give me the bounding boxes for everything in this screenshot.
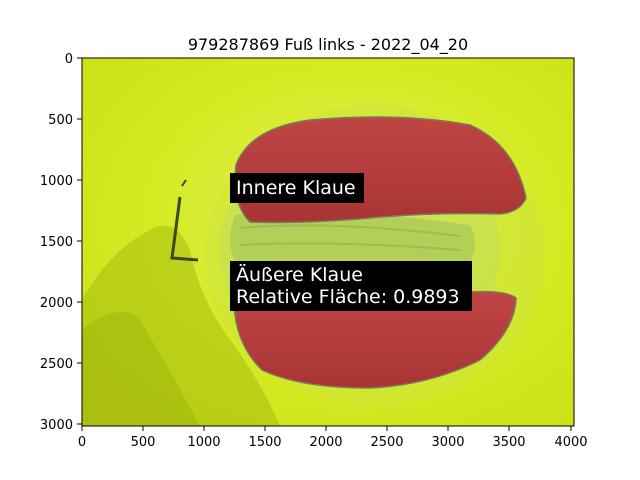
y-tick-label: 2000 bbox=[40, 296, 73, 311]
x-tick-label: 2500 bbox=[370, 435, 403, 450]
y-tick-label: 1500 bbox=[40, 235, 73, 250]
y-tick-label: 3000 bbox=[40, 418, 73, 433]
outer-claw-label: Äußere Klaue Relative Fläche: 0.9893 bbox=[230, 261, 472, 311]
x-tick-label: 1500 bbox=[248, 435, 281, 450]
x-tick-label: 0 bbox=[78, 435, 86, 450]
y-tick-label: 500 bbox=[48, 113, 73, 128]
inner-claw-region bbox=[234, 116, 527, 224]
y-tick-label: 1000 bbox=[40, 174, 73, 189]
inner-claw-label: Innere Klaue bbox=[230, 173, 364, 203]
x-tick-label: 3000 bbox=[431, 435, 464, 450]
y-axis: 0 500 1000 1500 2000 2500 3000 bbox=[40, 52, 82, 433]
x-tick-label: 500 bbox=[131, 435, 156, 450]
outer-claw-label-title: Äußere Klaue bbox=[236, 263, 363, 286]
inner-claw-label-text: Innere Klaue bbox=[236, 177, 356, 199]
x-tick-label: 4000 bbox=[554, 435, 587, 450]
y-tick-label: 0 bbox=[65, 52, 73, 67]
x-axis: 0 500 1000 1500 2000 2500 3000 3500 4000 bbox=[78, 426, 588, 450]
figure-title: 979287869 Fuß links - 2022_04_20 bbox=[188, 35, 468, 55]
plot-frame bbox=[81, 57, 575, 427]
x-tick-label: 3500 bbox=[492, 435, 525, 450]
x-tick-label: 1000 bbox=[187, 435, 220, 450]
outer-claw-label-area: Relative Fläche: 0.9893 bbox=[236, 286, 460, 308]
y-tick-label: 2500 bbox=[40, 357, 73, 372]
x-tick-label: 2000 bbox=[309, 435, 342, 450]
